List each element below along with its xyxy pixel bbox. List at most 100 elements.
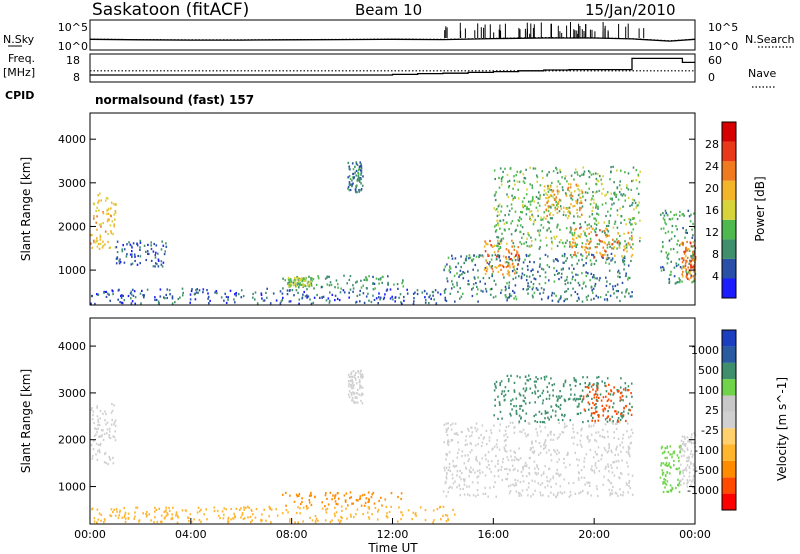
data-cell (513, 256, 516, 259)
data-cell (687, 209, 690, 212)
data-cell (133, 517, 135, 520)
data-cell (464, 443, 467, 446)
data-cell (631, 474, 634, 477)
data-cell (609, 214, 612, 217)
data-cell (596, 376, 598, 379)
data-cell (595, 183, 598, 186)
colorbar-tick-label: 24 (705, 160, 719, 173)
data-cell (515, 228, 517, 232)
data-cell (598, 243, 601, 246)
data-cell (574, 279, 577, 282)
data-cell (157, 265, 160, 268)
data-cell (587, 169, 590, 173)
data-cell (525, 464, 528, 467)
data-cell (195, 288, 197, 292)
data-cell (522, 233, 525, 236)
data-cell (687, 266, 689, 269)
data-cell (280, 300, 283, 303)
data-cell (139, 241, 142, 244)
data-cell (618, 190, 621, 194)
data-cell (691, 245, 694, 248)
data-cell (626, 184, 628, 187)
nave-ytick-bottom: 0 (708, 71, 715, 84)
data-cell (107, 207, 110, 210)
data-cell (619, 418, 622, 422)
data-cell (454, 300, 456, 303)
data-cell (628, 447, 631, 450)
data-cell (355, 162, 358, 165)
data-cell (606, 420, 609, 423)
data-cell (91, 294, 93, 298)
data-cell (355, 281, 357, 284)
data-cell (606, 298, 608, 301)
data-cell (584, 199, 587, 202)
data-cell (542, 399, 544, 402)
data-cell (628, 453, 631, 456)
data-cell (245, 506, 247, 509)
data-cell (334, 515, 336, 518)
data-cell (547, 411, 549, 414)
data-cell (96, 405, 98, 408)
data-cell (605, 235, 608, 238)
data-cell (629, 237, 631, 240)
data-cell (507, 196, 510, 199)
data-cell (574, 168, 577, 171)
data-cell (552, 438, 555, 441)
data-cell (384, 293, 386, 296)
data-cell (160, 514, 163, 517)
data-cell (617, 411, 620, 414)
data-cell (328, 275, 330, 278)
data-cell (509, 295, 511, 298)
data-cell (299, 279, 302, 282)
data-cell (693, 278, 695, 281)
data-cell (368, 299, 370, 302)
data-cell (675, 262, 678, 265)
data-cell (549, 213, 551, 216)
data-cell (131, 250, 133, 253)
data-cell (91, 407, 93, 410)
data-cell (592, 456, 595, 459)
data-cell (578, 298, 580, 301)
data-cell (687, 440, 689, 443)
data-cell (503, 395, 505, 398)
data-cell (481, 424, 484, 427)
data-cell (490, 258, 493, 261)
data-cell (575, 245, 577, 248)
data-cell (462, 271, 464, 274)
data-cell (397, 287, 399, 290)
data-cell (294, 281, 297, 284)
data-cell (348, 189, 351, 192)
data-cell (317, 277, 320, 280)
data-cell (528, 234, 530, 237)
data-cell (594, 450, 597, 453)
data-cell (513, 297, 515, 300)
data-cell (123, 248, 126, 251)
data-cell (529, 456, 531, 460)
data-cell (601, 404, 604, 407)
data-cell (518, 420, 521, 423)
data-cell (240, 296, 243, 299)
data-cell (115, 257, 118, 260)
data-cell (146, 514, 148, 517)
data-cell (552, 214, 555, 217)
data-cell (684, 264, 687, 267)
data-cell (131, 262, 134, 265)
data-cell (589, 390, 591, 393)
data-cell (631, 493, 634, 496)
data-cell (621, 281, 624, 284)
data-cell (608, 262, 611, 265)
data-cell (576, 212, 578, 215)
data-cell (680, 257, 683, 260)
data-cell (489, 261, 491, 264)
data-cell (143, 296, 145, 299)
data-cell (296, 275, 298, 279)
data-cell (585, 262, 587, 265)
data-cell (168, 289, 171, 292)
data-cell (310, 494, 312, 497)
data-cell (499, 382, 501, 385)
data-cell (587, 395, 590, 398)
data-cell (190, 520, 193, 523)
data-cell (588, 215, 591, 218)
data-cell (550, 433, 552, 436)
data-cell (554, 450, 556, 453)
